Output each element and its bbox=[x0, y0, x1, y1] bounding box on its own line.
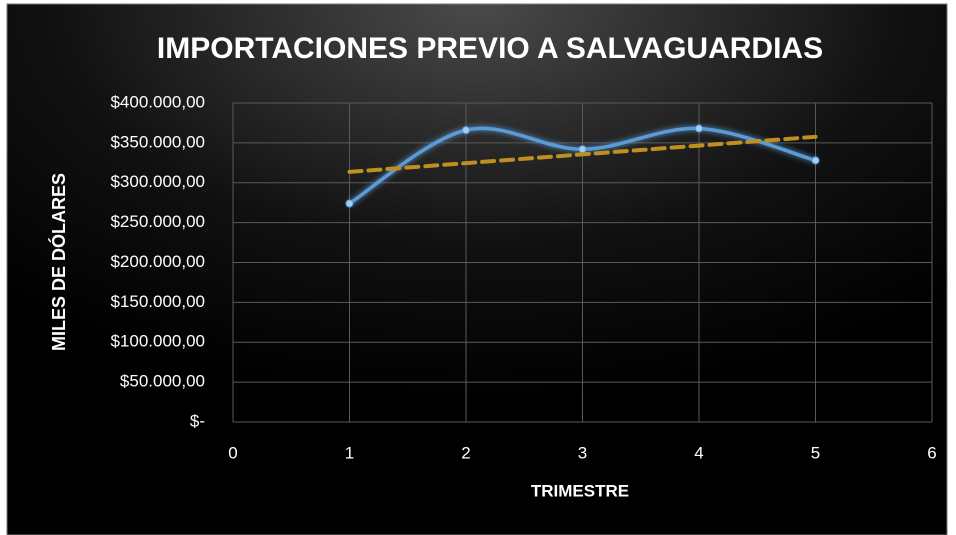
x-tick-label: 1 bbox=[345, 443, 354, 462]
data-point bbox=[811, 156, 820, 165]
chart-title: IMPORTACIONES PREVIO A SALVAGUARDIAS bbox=[157, 32, 823, 65]
y-tick-label: $350.000,00 bbox=[110, 132, 205, 151]
data-point bbox=[345, 199, 354, 208]
x-tick-label: 6 bbox=[927, 443, 936, 462]
x-tick-label: 2 bbox=[461, 443, 470, 462]
y-axis-label: MILES DE DÓLARES bbox=[48, 173, 69, 351]
trend-line bbox=[347, 134, 818, 174]
x-tick-label: 0 bbox=[228, 443, 237, 462]
y-tick-label: $200.000,00 bbox=[110, 252, 205, 271]
x-axis-label: TRIMESTRE bbox=[531, 481, 629, 500]
y-tick-label: $100.000,00 bbox=[110, 332, 205, 351]
x-tick-label: 3 bbox=[578, 443, 587, 462]
y-tick-label: $300.000,00 bbox=[110, 172, 205, 191]
x-tick-label: 5 bbox=[811, 443, 820, 462]
y-tick-label: $50.000,00 bbox=[120, 372, 205, 391]
x-tick-label: 4 bbox=[694, 443, 703, 462]
y-tick-label: $- bbox=[190, 411, 205, 430]
y-tick-label: $150.000,00 bbox=[110, 292, 205, 311]
y-tick-label: $400.000,00 bbox=[110, 92, 205, 111]
chart-background bbox=[6, 3, 948, 535]
data-point bbox=[462, 126, 470, 135]
data-point bbox=[695, 124, 703, 133]
data-point bbox=[578, 145, 587, 154]
y-tick-label: $250.000,00 bbox=[110, 212, 205, 231]
